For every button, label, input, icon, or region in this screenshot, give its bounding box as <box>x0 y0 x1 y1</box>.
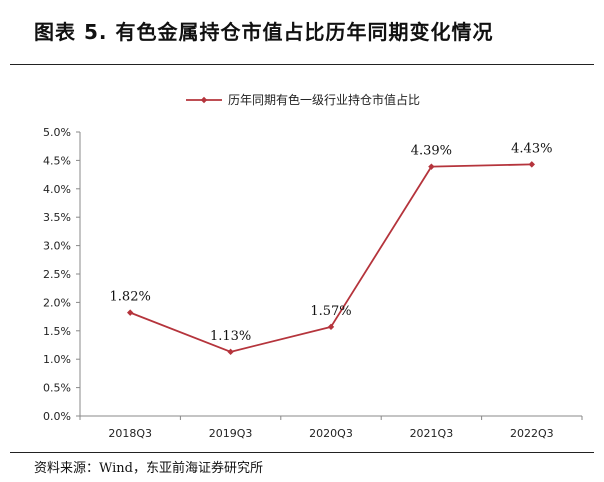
data-label: 4.39% <box>411 144 452 159</box>
data-label: 1.57% <box>310 304 351 319</box>
x-tick-label: 2021Q3 <box>410 427 454 440</box>
y-tick-label: 0.5% <box>43 382 71 395</box>
y-tick-label: 2.5% <box>43 268 71 281</box>
y-tick-label: 4.0% <box>43 183 71 196</box>
x-tick-label: 2019Q3 <box>209 427 253 440</box>
y-tick-label: 4.5% <box>43 154 71 167</box>
y-tick-label: 3.0% <box>43 240 71 253</box>
data-point <box>227 348 234 356</box>
x-tick-label: 2020Q3 <box>309 427 353 440</box>
bottom-rule <box>10 452 594 453</box>
data-point <box>428 163 435 170</box>
data-label: 1.82% <box>110 290 151 305</box>
source-note: 资料来源：Wind，东亚前海证券研究所 <box>34 461 263 476</box>
y-tick-label: 5.0% <box>43 126 71 139</box>
legend-marker <box>200 96 208 104</box>
y-tick-label: 1.5% <box>43 325 71 338</box>
data-label: 1.13% <box>210 329 251 344</box>
line-chart: 0.0% 0.5% 1.0% 1.5% 2.0% 2.5% 3.0% 3.5% 4.0% 4.5%… <box>43 92 583 440</box>
data-point <box>127 309 134 316</box>
y-tick-label: 0.0% <box>43 410 71 423</box>
data-point <box>327 323 335 331</box>
x-tick-label: 2022Q3 <box>510 427 554 440</box>
y-tick-label: 2.0% <box>43 296 71 309</box>
chart-axes: 0.0% 0.5% 1.0% 1.5% 2.0% 2.5% 3.0% 3.5% 4.0% 4.5%… <box>43 126 583 440</box>
figure-title: 图表 5. 有色金属持仓市值占比历年同期变化情况 <box>34 20 494 44</box>
data-label: 4.43% <box>511 141 552 156</box>
data-point <box>528 161 535 168</box>
legend-label: 历年同期有色一级行业持仓市值占比 <box>228 92 420 107</box>
y-tick-label: 1.0% <box>43 353 71 366</box>
top-rule <box>10 64 594 65</box>
chart-plot-area: 1.82% 1.13% 1.57% 4.39% 4.43% <box>110 141 552 356</box>
x-tick-label: 2018Q3 <box>108 427 152 440</box>
chart-legend: 历年同期有色一级行业持仓市值占比 <box>186 92 420 107</box>
y-tick-label: 3.5% <box>43 211 71 224</box>
